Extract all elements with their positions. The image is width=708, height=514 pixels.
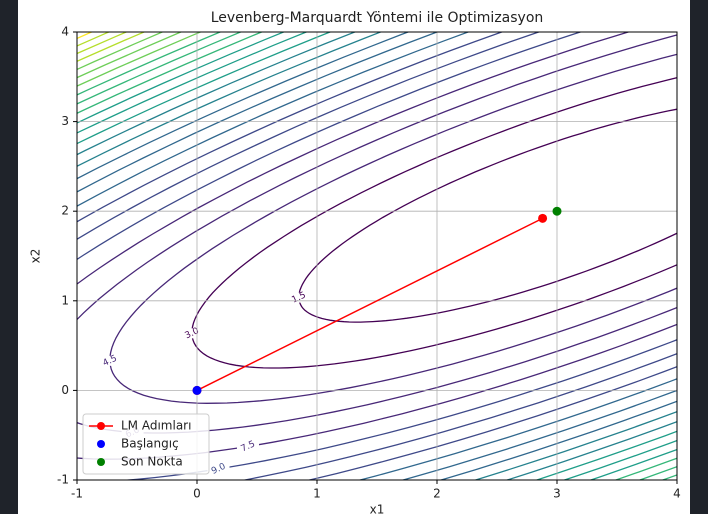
- x-tick-label: 2: [433, 487, 441, 501]
- lm-path: [196, 217, 543, 392]
- contour-label-bg: [180, 328, 203, 339]
- legend-box: [82, 413, 210, 475]
- legend-marker: [97, 422, 105, 430]
- contour-label-bg: [207, 463, 230, 474]
- legend-marker: [97, 458, 105, 466]
- contour-label-bg: [287, 292, 310, 303]
- y-tick-label: 0: [61, 383, 69, 397]
- y-tick-label: 3: [61, 114, 69, 128]
- x-tick-label: 1: [313, 487, 321, 501]
- contour-line: [191, 76, 677, 369]
- y-axis-label: x2: [29, 249, 43, 264]
- point: [192, 385, 202, 395]
- plot-frame: [76, 31, 678, 481]
- x-tick-label: 3: [553, 487, 561, 501]
- x-tick-label: 0: [193, 487, 201, 501]
- contour-label-bg: [98, 355, 121, 366]
- chart-title: Levenberg-Marquardt Yöntemi ile Optimiza…: [211, 10, 544, 26]
- x-tick-label: -1: [71, 487, 83, 501]
- contour-line: [298, 108, 677, 323]
- legend-marker: [97, 440, 105, 448]
- legend-label: LM Adımları: [121, 419, 191, 433]
- x-axis-label: x1: [370, 503, 385, 514]
- y-tick-label: -1: [57, 473, 69, 487]
- y-tick-label: 4: [61, 25, 69, 39]
- y-tick-label: 1: [61, 293, 69, 307]
- contour-label-bg: [236, 441, 259, 452]
- point: [538, 213, 548, 223]
- legend-label: Son Nokta: [121, 455, 183, 469]
- contour-line: [109, 53, 677, 404]
- legend-label: Başlangıç: [121, 437, 179, 451]
- point: [552, 206, 562, 216]
- y-tick-label: 2: [61, 204, 69, 218]
- x-tick-label: 4: [673, 487, 681, 501]
